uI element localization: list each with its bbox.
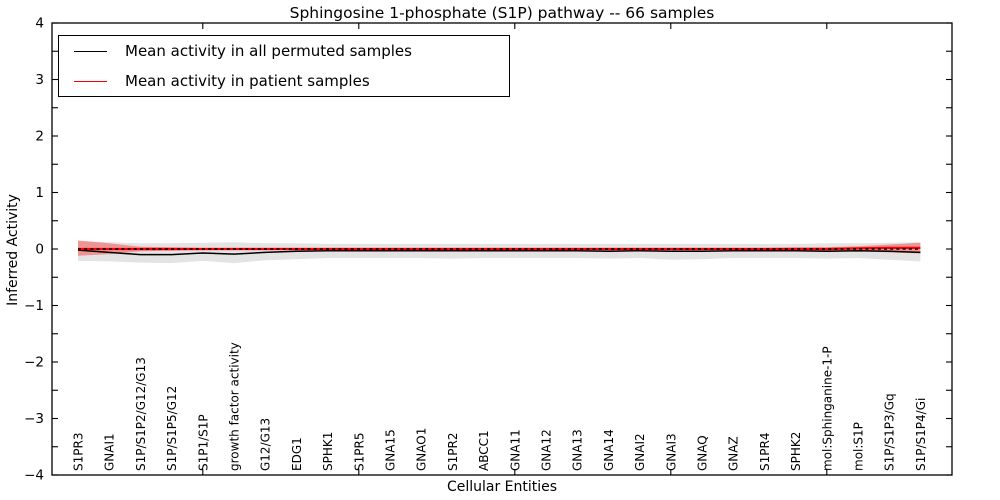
x-category-label: GNAI1 (103, 433, 117, 471)
permuted-mean-line (77, 249, 921, 256)
y-tick-label: −3 (24, 411, 44, 427)
x-category-label: EDG1 (290, 437, 304, 471)
y-tick-label: 2 (35, 129, 44, 145)
y-tick-label: −1 (24, 298, 44, 314)
y-tick-label: 4 (35, 16, 44, 32)
x-category-label: GNA11 (508, 429, 522, 471)
x-category-label: GNA13 (571, 429, 585, 471)
x-category-label: GNAO1 (415, 428, 429, 471)
y-tick-label: 1 (35, 185, 44, 201)
legend-label-permuted: Mean activity in all permuted samples (125, 42, 412, 60)
x-category-label: ABCC1 (477, 430, 491, 471)
x-category-label: GNA12 (540, 429, 554, 471)
x-category-label: G12/G13 (259, 418, 273, 471)
legend-item-patient: Mean activity in patient samples (59, 67, 509, 95)
x-category-label: S1PR4 (758, 433, 772, 471)
x-category-label: SPHK1 (321, 432, 335, 471)
y-tick-label: 3 (35, 72, 44, 88)
legend-item-permuted: Mean activity in all permuted samples (59, 37, 509, 65)
x-category-label: growth factor activity (228, 342, 242, 471)
y-tick-label: −4 (24, 468, 44, 484)
x-category-label: S1P/S1P5/G12 (165, 386, 179, 471)
x-category-label: SPHK2 (789, 432, 803, 471)
x-category-label: mol:S1P (852, 422, 866, 471)
x-category-label: S1PR5 (352, 433, 366, 471)
x-category-label: S1PR2 (446, 433, 460, 471)
legend-label-patient: Mean activity in patient samples (125, 72, 370, 90)
x-category-label: GNA14 (602, 429, 616, 471)
y-tick-label: −2 (24, 355, 44, 371)
x-axis-title: Cellular Entities (446, 479, 558, 495)
x-category-label: S1P/S1P4/Gi (914, 398, 928, 471)
chart-title: Sphingosine 1-phosphate (S1P) pathway --… (289, 4, 715, 22)
x-category-label: S1P/S1P2/G12/G13 (134, 357, 148, 471)
y-tick-label: 0 (35, 242, 44, 258)
legend: Mean activity in all permuted samples Me… (58, 35, 510, 97)
x-category-label: GNAI2 (633, 433, 647, 471)
x-category-label: mol:Sphinganine-1-P (820, 346, 834, 471)
x-category-label: GNAZ (727, 436, 741, 471)
x-category-label: S1P1/S1P (196, 414, 210, 471)
x-category-label: S1PR3 (72, 433, 86, 471)
permuted-line-swatch (74, 50, 107, 52)
x-category-label: S1P/S1P3/Gq (883, 393, 897, 471)
x-category-label: GNAI3 (664, 433, 678, 471)
x-category-label: GNA15 (384, 429, 398, 471)
y-axis-title: Inferred Activity (5, 194, 21, 306)
patient-line-swatch (74, 80, 107, 82)
x-category-label: GNAQ (696, 435, 710, 471)
permuted-band (78, 241, 921, 264)
